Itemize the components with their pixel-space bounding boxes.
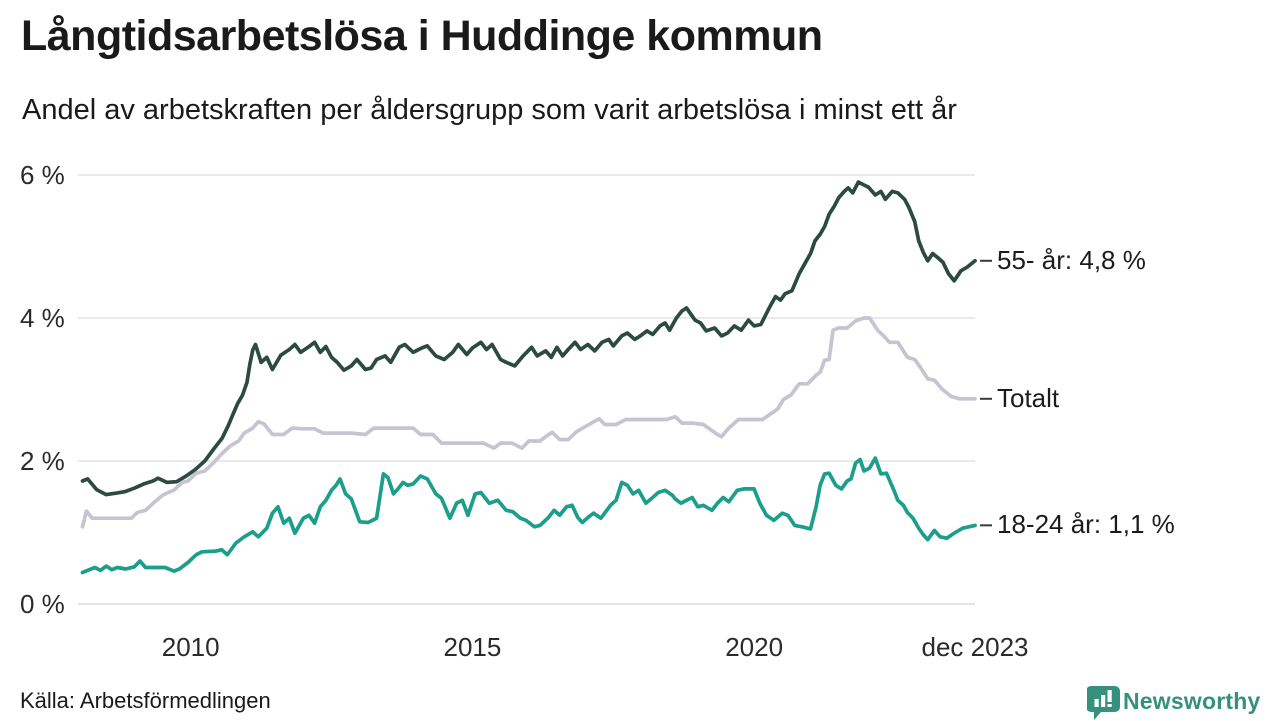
x-tick-2020: 2020: [725, 632, 784, 662]
y-tick-6: 6 %: [20, 160, 65, 190]
bar-medium: [1101, 695, 1106, 707]
y-tick-0: 0 %: [20, 589, 65, 619]
line-totalt: [80, 316, 977, 529]
source-caption: Källa: Arbetsförmedlingen: [20, 688, 271, 713]
annotation-totalt: Totalt: [997, 382, 1060, 413]
annotation-18-24-ar: 18-24 år: 1,1 %: [997, 509, 1175, 540]
newsworthy-icon: [1087, 686, 1120, 720]
y-tick-4: 4 %: [20, 303, 65, 333]
x-tick-2010: 2010: [161, 632, 220, 662]
annotation-55-ar: 55- år: 4,8 %: [997, 244, 1146, 275]
bar-small: [1094, 699, 1099, 707]
bar-dot: [1107, 704, 1112, 707]
x-tick-2015: 2015: [443, 632, 502, 662]
newsworthy-wordmark: Newsworthy: [1123, 688, 1261, 714]
x-tick-dec-2023: dec 2023: [921, 632, 1029, 662]
page-title: Långtidsarbetslösa i Huddinge kommun: [21, 12, 823, 60]
line-55-ar: [80, 180, 977, 497]
bar-tall: [1107, 690, 1112, 702]
page-subtitle: Andel av arbetskraften per åldersgrupp s…: [22, 94, 957, 126]
line-18-24-ar: [80, 456, 977, 575]
y-tick-2: 2 %: [20, 446, 65, 476]
